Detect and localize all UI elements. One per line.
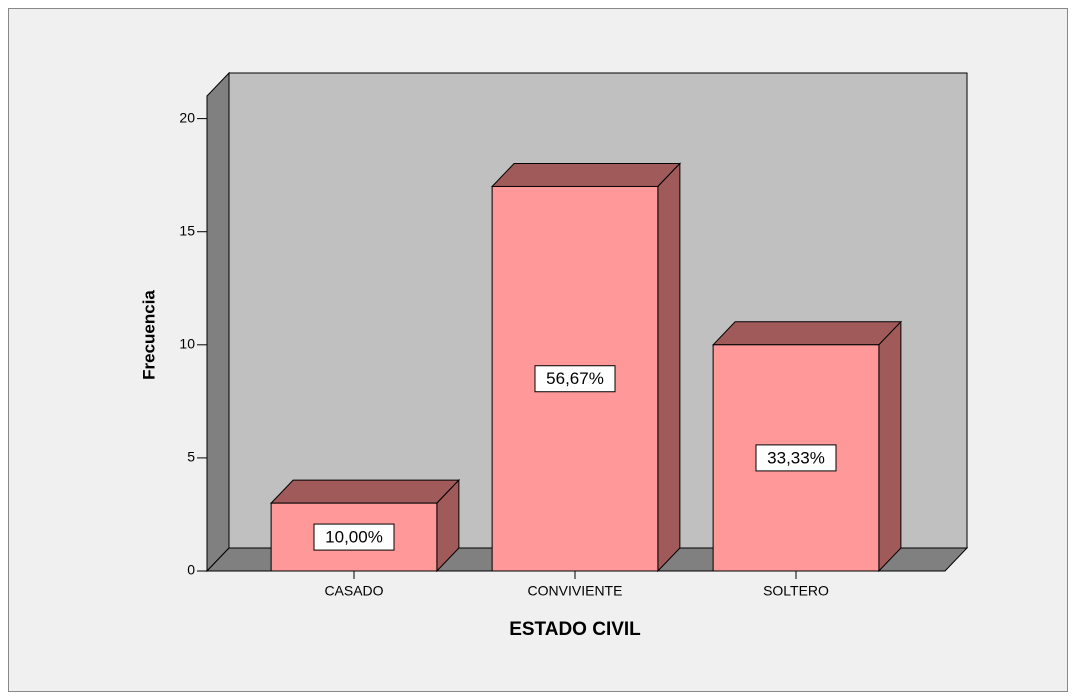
bar-side: [878, 320, 902, 573]
value-label: 56,67%: [546, 369, 604, 388]
y-axis-label: Frecuencia: [139, 290, 158, 380]
bar-top: [269, 479, 461, 504]
left-wall: [206, 71, 230, 573]
y-tick-label: 15: [179, 222, 195, 238]
x-tick-label: CONVIVIENTE: [528, 583, 623, 599]
y-tick-label: 5: [187, 449, 195, 465]
y-tick-label: 10: [179, 336, 195, 352]
value-label-box: [313, 523, 395, 551]
bar-top: [490, 162, 682, 187]
value-label: 10,00%: [325, 528, 383, 547]
bar-top: [711, 321, 903, 346]
value-label-box: [755, 444, 837, 472]
x-axis-label: ESTADO CIVIL: [509, 619, 641, 640]
x-tick-label: CASADO: [324, 583, 383, 599]
value-label: 33,33%: [767, 448, 825, 467]
x-tick-label: SOLTERO: [763, 583, 829, 599]
y-tick-label: 20: [179, 109, 195, 125]
value-label-box: [534, 365, 616, 393]
y-tick-label: 0: [187, 562, 195, 578]
bar-side: [657, 162, 681, 573]
